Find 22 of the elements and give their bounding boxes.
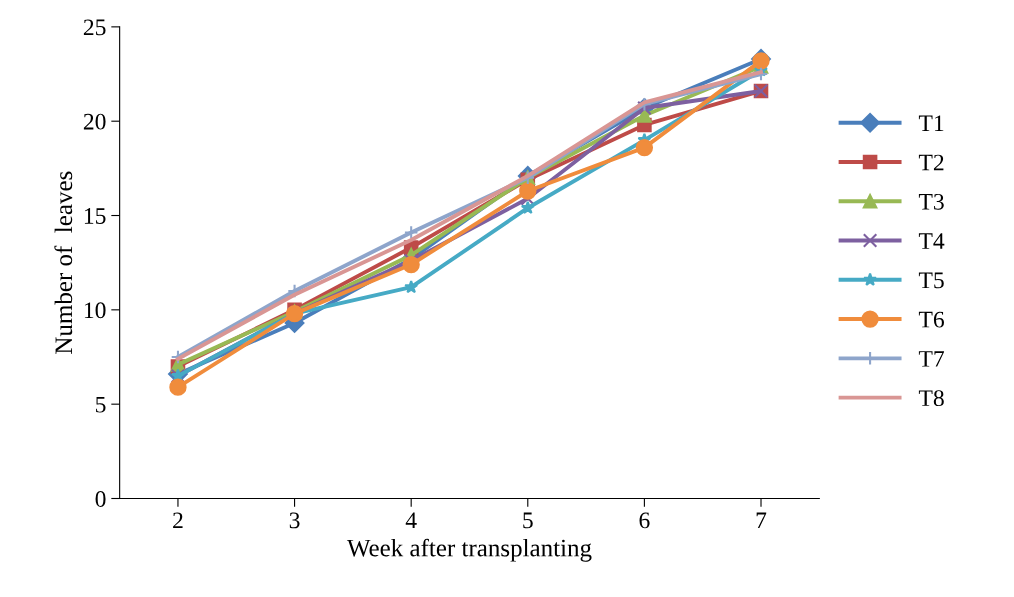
y-tick-label: 25 <box>83 19 106 36</box>
legend-label: T6 <box>918 311 944 328</box>
x-axis-title: Week after transplanting <box>346 538 592 562</box>
x-tick-label: 3 <box>289 512 300 529</box>
y-tick-label: 20 <box>83 113 106 130</box>
legend-label: T1 <box>918 115 944 131</box>
legend-label: T5 <box>918 272 944 289</box>
legend-label: T2 <box>918 154 944 171</box>
y-axis-title: Number of leaves <box>54 171 73 354</box>
legend-label: T7 <box>918 351 945 367</box>
y-tick-label: 5 <box>96 396 106 413</box>
legend-label: T8 <box>918 390 944 407</box>
y-tick-label: 10 <box>84 302 106 319</box>
x-tick-label: 4 <box>405 512 417 529</box>
x-tick-label: 5 <box>523 512 533 529</box>
legend-label: T4 <box>918 233 945 249</box>
y-tick-label: 15 <box>84 208 106 224</box>
y-tick-label: 0 <box>95 490 106 507</box>
legend-label: T3 <box>918 193 944 210</box>
x-tick-label: 6 <box>639 512 650 529</box>
x-tick-label: 7 <box>756 512 767 529</box>
x-tick-label: 2 <box>173 512 183 529</box>
